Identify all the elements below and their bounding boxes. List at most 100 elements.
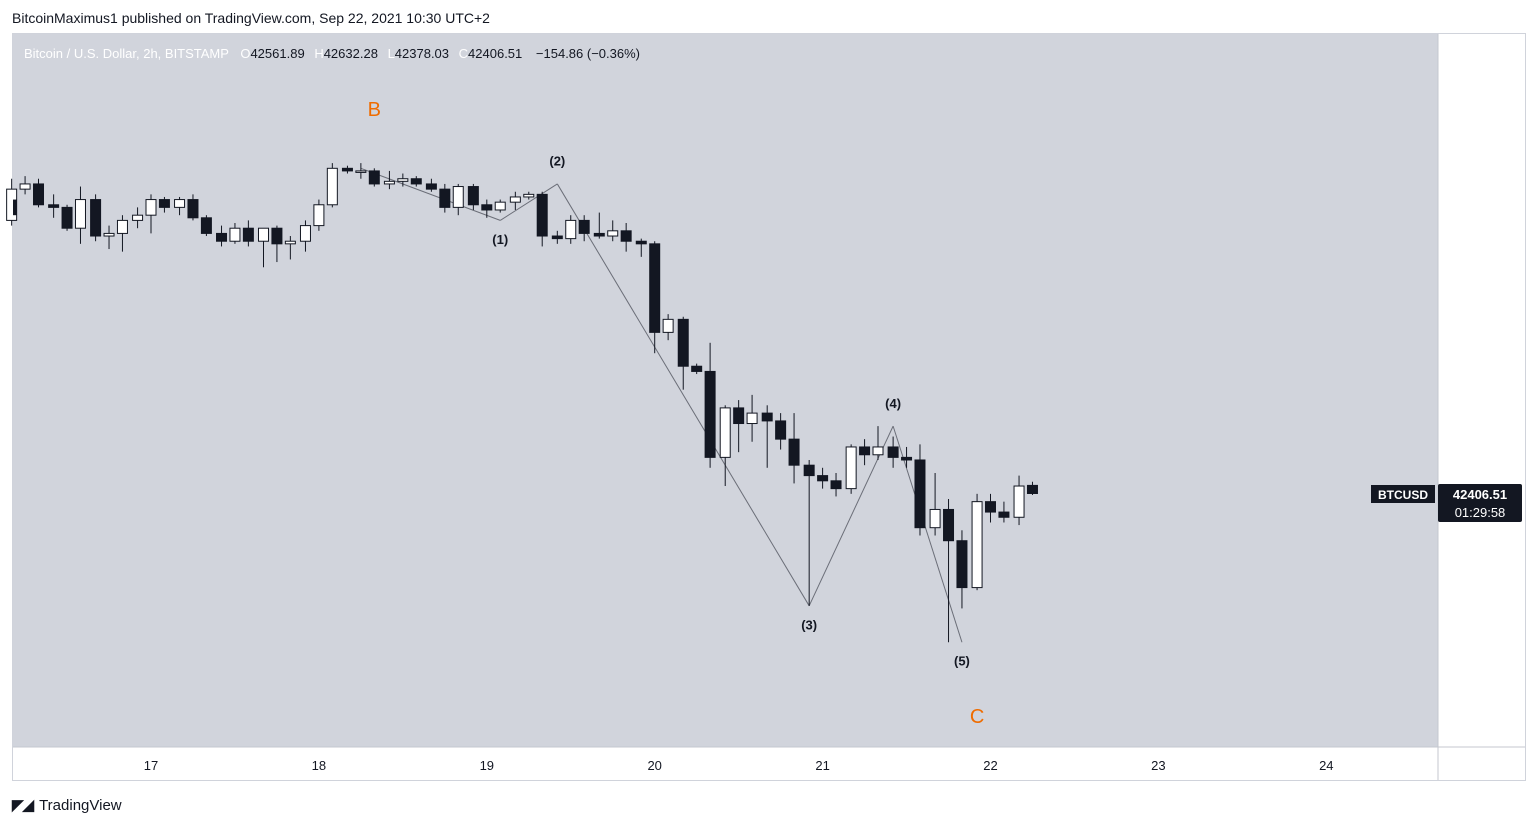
legend-symbol: Bitcoin / U.S. Dollar, 2h, BITSTAMP bbox=[24, 46, 229, 61]
time-tick-label: 24 bbox=[1319, 758, 1333, 773]
impulse-wave-label: (1) bbox=[492, 232, 508, 247]
candle-body-down bbox=[943, 508, 955, 542]
tradingview-logo[interactable]: ◤◢ TradingView bbox=[12, 796, 122, 815]
price-tick-label: 38000.00 bbox=[1458, 715, 1512, 730]
candle-body-down bbox=[733, 407, 745, 425]
candle-body-down bbox=[200, 217, 212, 234]
candle-body-down bbox=[481, 204, 493, 211]
wave-segment[interactable] bbox=[556, 183, 810, 607]
candle-body-up bbox=[662, 318, 674, 333]
candle-body-down bbox=[775, 420, 787, 440]
legend-c-value: 42406.51 bbox=[468, 46, 522, 61]
candle-body-up bbox=[523, 193, 535, 198]
candle-body-up bbox=[132, 214, 144, 221]
candle-body-down bbox=[578, 219, 590, 234]
abc-wave-label: B bbox=[368, 99, 381, 121]
candle-body-up bbox=[284, 240, 296, 245]
candle-body-up bbox=[116, 219, 128, 234]
time-tick-label: 18 bbox=[312, 758, 326, 773]
price-tick-label: 48000.00 bbox=[1458, 194, 1512, 209]
candle-body-down bbox=[830, 480, 842, 490]
impulse-wave-label: (2) bbox=[549, 154, 565, 169]
legend-l-label: L bbox=[388, 46, 395, 61]
candle-body-up bbox=[494, 201, 506, 211]
plot-area[interactable] bbox=[13, 34, 1438, 747]
candle-body-up bbox=[746, 412, 758, 425]
candle-body-up bbox=[103, 232, 115, 237]
wave-segment[interactable] bbox=[499, 183, 558, 221]
candle-body-down bbox=[901, 456, 913, 461]
time-tick-label: 22 bbox=[983, 758, 997, 773]
candle-body-down bbox=[216, 232, 228, 242]
legend-c-label: C bbox=[459, 46, 468, 61]
candle-body-up bbox=[74, 199, 86, 229]
price-tick-label: 45000.00 bbox=[1458, 350, 1512, 365]
candle-body-up bbox=[257, 227, 269, 242]
wave-segment[interactable] bbox=[808, 425, 894, 607]
candle-body-down bbox=[817, 475, 829, 482]
candle-body-down bbox=[985, 501, 996, 513]
candle-body-down bbox=[467, 186, 479, 206]
svg-text:Bitcoin / U.S. Dollar, 2h, BIT: Bitcoin / U.S. Dollar, 2h, BITSTAMP O425… bbox=[24, 46, 640, 61]
candle-body-up bbox=[383, 180, 395, 185]
time-tick-label: 21 bbox=[815, 758, 829, 773]
candle-body-down bbox=[859, 446, 871, 456]
candle-body-down bbox=[803, 464, 815, 477]
candle-body-up bbox=[872, 446, 884, 456]
wave-segment[interactable] bbox=[892, 425, 963, 643]
wave-labels: B (1) (2) (3) (4) (5) C bbox=[368, 99, 985, 728]
elliott-wave-lines[interactable] bbox=[360, 167, 963, 643]
tradingview-logo-icon: ◤◢ bbox=[12, 797, 34, 814]
candle-body-down bbox=[620, 230, 632, 242]
price-tick-label: 40000.00 bbox=[1458, 611, 1512, 626]
candle-body-up bbox=[355, 170, 367, 173]
candle-body-down bbox=[761, 412, 773, 422]
candle-body-down bbox=[677, 318, 689, 367]
candle-body-up bbox=[565, 219, 577, 240]
impulse-wave-label: (3) bbox=[801, 617, 817, 632]
price-ticks: 50000.00 49000.00 48000.00 47000.00 46000.00… bbox=[1458, 90, 1512, 730]
candle-body-up bbox=[313, 204, 325, 227]
price-tick-label: 43000.00 bbox=[1458, 455, 1512, 470]
candle-body-down bbox=[956, 540, 968, 589]
candle-body-up bbox=[19, 183, 31, 190]
time-tick-label: 17 bbox=[144, 758, 158, 773]
candles bbox=[6, 163, 1038, 643]
candle-body-down bbox=[635, 240, 647, 245]
symbol-badge: BTCUSD bbox=[1378, 488, 1428, 502]
candle-body-up bbox=[607, 230, 619, 237]
time-tick-label: 19 bbox=[480, 758, 494, 773]
currency-label[interactable]: USD bbox=[1470, 47, 1496, 61]
candle-body-down bbox=[887, 446, 899, 458]
candle-body-up bbox=[971, 501, 983, 589]
price-tick-label: 41000.00 bbox=[1458, 559, 1512, 574]
legend-l-value: 42378.03 bbox=[395, 46, 449, 61]
abc-wave-label: C bbox=[970, 706, 984, 728]
impulse-wave-label: (5) bbox=[954, 654, 970, 669]
candle-body-down bbox=[691, 365, 703, 372]
candle-body-down bbox=[914, 459, 926, 529]
candle-body-down bbox=[410, 178, 422, 185]
time-scale[interactable] bbox=[13, 747, 1525, 780]
candle-body-down bbox=[439, 188, 451, 208]
chart-frame bbox=[12, 33, 1526, 781]
time-tick-label: 23 bbox=[1151, 758, 1165, 773]
legend-o-value: 42561.89 bbox=[250, 46, 304, 61]
last-price-badge-bg bbox=[1438, 484, 1522, 522]
wave-segment[interactable] bbox=[360, 167, 501, 221]
bar-countdown: 01:29:58 bbox=[1455, 505, 1506, 520]
candle-body-down bbox=[341, 167, 353, 172]
price-tick-label: 49000.00 bbox=[1458, 142, 1512, 157]
price-tick-label: 39000.00 bbox=[1458, 663, 1512, 678]
candle-body-down bbox=[788, 438, 800, 466]
candle-body-up bbox=[229, 227, 241, 242]
candle-body-down bbox=[13, 199, 17, 216]
candle-body-up bbox=[1013, 485, 1025, 518]
candle-body-down bbox=[536, 193, 548, 237]
last-price-value: 42406.51 bbox=[1453, 487, 1507, 502]
candle-body-up bbox=[397, 178, 409, 182]
candle-body-down bbox=[649, 243, 661, 333]
price-scale[interactable] bbox=[1438, 34, 1525, 747]
legend-h-label: H bbox=[314, 46, 323, 61]
